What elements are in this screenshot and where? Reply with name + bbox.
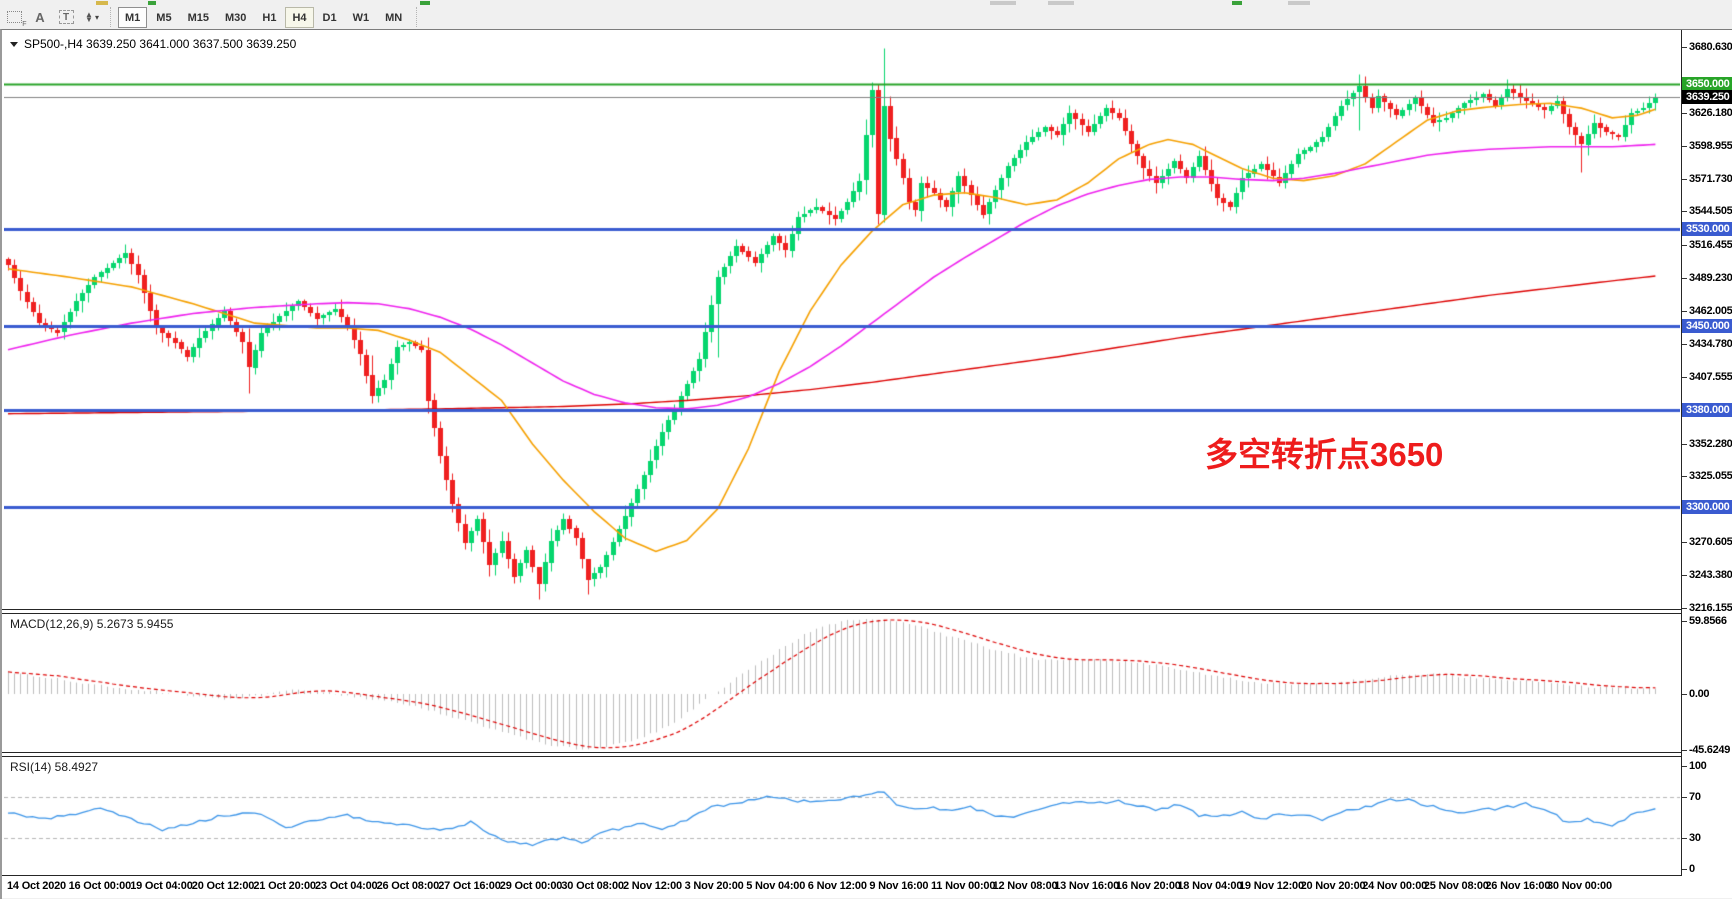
time-axis-label: 29 Oct 00:00 bbox=[499, 880, 563, 892]
timeframe-button-h1[interactable]: H1 bbox=[262, 11, 277, 24]
time-axis-label: 5 Nov 04:00 bbox=[746, 880, 806, 892]
time-axis-label: 27 Oct 16:00 bbox=[438, 880, 501, 892]
clipped-upper-toolbar bbox=[0, 0, 1732, 5]
timeframe-button-d1[interactable]: D1 bbox=[322, 11, 337, 24]
chart-title: SP500-,H4 3639.250 3641.000 3637.500 363… bbox=[10, 37, 296, 51]
price-level-label: 3450.000 bbox=[1682, 318, 1732, 333]
price-level-label: 3380.000 bbox=[1682, 403, 1732, 418]
macd-label: MACD(12,26,9) 5.2673 5.9455 bbox=[10, 617, 174, 631]
timeframe-button-group: M1 M5 M15 M30 H1 H4 D1 W1 MN bbox=[117, 6, 410, 28]
price-tick-label: 3325.055 bbox=[1682, 470, 1732, 482]
time-axis-label: 24 Nov 00:00 bbox=[1362, 880, 1428, 892]
chart-dropdown-icon[interactable] bbox=[10, 41, 18, 47]
time-axis-label: 30 Nov 00:00 bbox=[1547, 880, 1612, 892]
time-axis-label: 19 Nov 12:00 bbox=[1239, 880, 1304, 892]
toolbar-separator bbox=[110, 7, 111, 27]
timeframe-button-m1[interactable]: M1 bbox=[118, 6, 148, 28]
timeframe-button-w1[interactable]: W1 bbox=[352, 11, 370, 24]
time-axis-label: 11 Nov 00:00 bbox=[931, 880, 996, 892]
crosshair-grid-icon[interactable] bbox=[2, 7, 27, 28]
main-chart-canvas[interactable] bbox=[4, 31, 1680, 609]
price-tick-label: 3680.630 bbox=[1682, 41, 1732, 53]
time-axis-label: 13 Nov 16:00 bbox=[1054, 880, 1120, 892]
price-scale[interactable]: 3680.630 3626.180 3598.955 3571.730 3544.505… bbox=[1682, 30, 1732, 876]
price-tick-label: 3544.505 bbox=[1682, 205, 1732, 217]
time-axis-label: 25 Nov 08:00 bbox=[1423, 880, 1489, 892]
toolbar-separator bbox=[416, 7, 418, 27]
timeframe-button-m30[interactable]: M30 bbox=[224, 11, 247, 24]
price-tick-label: 3216.155 bbox=[1682, 602, 1732, 614]
price-level-label: 3639.250 bbox=[1682, 89, 1732, 104]
objects-arrows-icon[interactable]: ▲ ▼ ▾ bbox=[85, 10, 99, 24]
time-axis-label: 12 Nov 08:00 bbox=[992, 880, 1058, 892]
time-axis-border bbox=[2, 875, 1732, 876]
chart-title-text: SP500-,H4 3639.250 3641.000 3637.500 363… bbox=[24, 37, 297, 51]
time-axis-label: 16 Nov 20:00 bbox=[1115, 880, 1181, 892]
time-axis-label: 3 Nov 20:00 bbox=[684, 880, 744, 892]
time-axis-label: 19 Oct 04:00 bbox=[130, 880, 193, 892]
rsi-indicator-canvas[interactable] bbox=[4, 757, 1680, 875]
macd-scale-label: 0.00 bbox=[1682, 688, 1710, 700]
timeframe-button-m5[interactable]: M5 bbox=[156, 11, 172, 24]
rsi-scale-label: 100 bbox=[1682, 760, 1707, 772]
time-axis-label: 21 Oct 20:00 bbox=[253, 880, 316, 892]
price-tick-label: 3434.780 bbox=[1682, 338, 1732, 350]
rsi-scale-label: 0 bbox=[1682, 863, 1695, 875]
pane-separator[interactable] bbox=[2, 752, 1732, 757]
price-level-label: 3530.000 bbox=[1682, 221, 1732, 236]
rsi-label: RSI(14) 58.4927 bbox=[10, 760, 99, 774]
rsi-scale-label: 30 bbox=[1682, 832, 1701, 844]
rsi-scale-label: 70 bbox=[1682, 791, 1701, 803]
pane-separator[interactable] bbox=[2, 609, 1732, 614]
timeframe-button-m15[interactable]: M15 bbox=[187, 11, 209, 24]
text-annotation[interactable]: 多空转折点3650 bbox=[1205, 436, 1444, 473]
time-axis-label: 2 Nov 12:00 bbox=[623, 880, 682, 892]
time-axis-label: 23 Oct 04:00 bbox=[315, 880, 378, 892]
time-axis-label: 30 Oct 08:00 bbox=[561, 880, 624, 892]
time-axis-label: 9 Nov 16:00 bbox=[869, 880, 929, 892]
price-tick-label: 3598.955 bbox=[1682, 140, 1732, 152]
price-tick-label: 3243.380 bbox=[1682, 569, 1732, 581]
price-scale-border bbox=[1681, 30, 1682, 876]
time-axis-label: 16 Oct 00:00 bbox=[68, 880, 132, 892]
macd-scale-label: 59.8566 bbox=[1682, 615, 1727, 627]
price-tick-label: 3462.005 bbox=[1682, 305, 1732, 317]
price-level-label: 3300.000 bbox=[1682, 499, 1732, 514]
macd-indicator-canvas[interactable] bbox=[4, 614, 1680, 752]
time-axis-label: 26 Nov 16:00 bbox=[1485, 880, 1551, 892]
text-label-icon[interactable]: A bbox=[35, 9, 45, 25]
text-box-icon[interactable]: T bbox=[54, 7, 78, 27]
toolbar: A T ▲▼▾ M1 M5 M15 M30 H1 H4 D1 W1 MN bbox=[0, 0, 1732, 29]
price-level-label: 3650.000 bbox=[1682, 76, 1732, 91]
time-axis-label: 18 Nov 04:00 bbox=[1177, 880, 1243, 892]
price-tick-label: 3571.730 bbox=[1682, 173, 1732, 185]
time-axis[interactable]: 14 Oct 2020 16 Oct 00:00 19 Oct 04:00 20 Oc… bbox=[2, 876, 1732, 898]
toolbar-row: A T ▲▼▾ M1 M5 M15 M30 H1 H4 D1 W1 MN bbox=[0, 5, 1732, 29]
price-tick-label: 3626.180 bbox=[1682, 107, 1732, 119]
timeframe-button-mn[interactable]: MN bbox=[385, 11, 403, 24]
time-axis-label: 14 Oct 2020 bbox=[7, 880, 66, 892]
time-axis-label: 6 Nov 12:00 bbox=[807, 880, 867, 892]
timeframe-button-h4[interactable]: H4 bbox=[285, 6, 314, 28]
price-tick-label: 3407.555 bbox=[1682, 371, 1732, 383]
time-axis-label: 20 Nov 20:00 bbox=[1300, 880, 1366, 892]
price-tick-label: 3489.230 bbox=[1682, 272, 1732, 284]
dropdown-caret-icon[interactable]: ▾ bbox=[94, 12, 99, 22]
price-tick-label: 3270.605 bbox=[1682, 536, 1732, 548]
price-tick-label: 3352.280 bbox=[1682, 438, 1732, 450]
chart-window: SP500-,H4 3639.250 3641.000 3637.500 363… bbox=[0, 29, 1732, 899]
time-axis-label: 26 Oct 08:00 bbox=[376, 880, 440, 892]
time-axis-label: 20 Oct 12:00 bbox=[191, 880, 255, 892]
price-tick-label: 3516.455 bbox=[1682, 239, 1732, 251]
macd-scale-label: -45.6249 bbox=[1682, 744, 1730, 756]
